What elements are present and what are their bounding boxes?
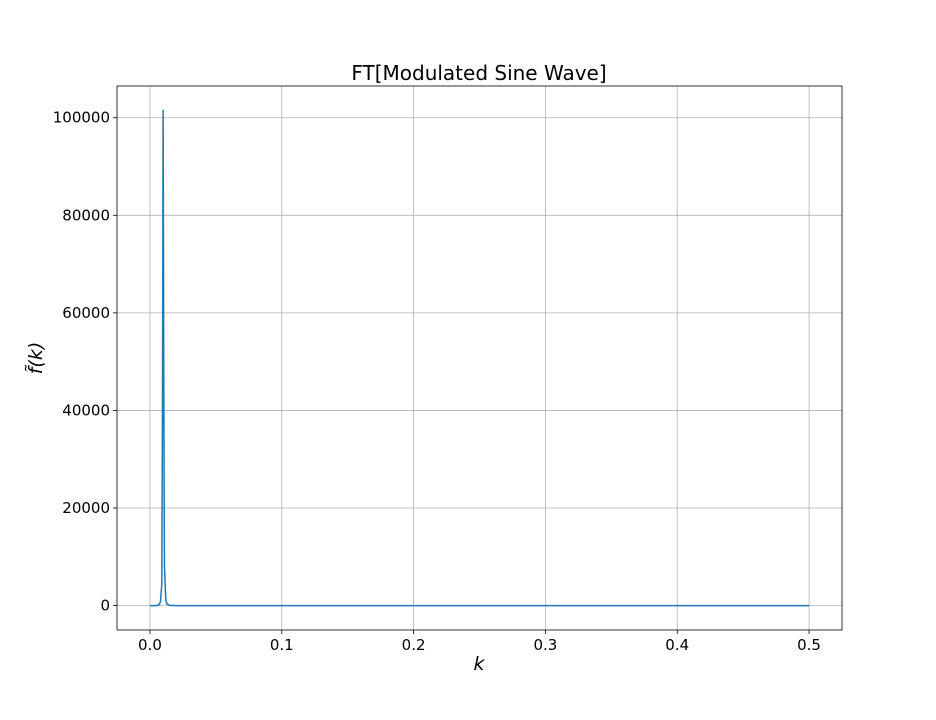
chart-title: FT[Modulated Sine Wave] xyxy=(351,61,606,85)
x-axis-label: k xyxy=(473,653,485,675)
x-tick-label: 0.0 xyxy=(138,636,162,654)
series-line xyxy=(149,109,810,607)
y-axis-label: f̃(k) xyxy=(25,342,47,375)
x-tick-label: 0.4 xyxy=(665,636,689,654)
x-tick-label: 0.3 xyxy=(533,636,557,654)
x-tick-label: 0.2 xyxy=(402,636,426,654)
x-tick-label: 0.5 xyxy=(797,636,821,654)
x-axis: 0.0 0.1 0.2 0.3 0.4 0.5 xyxy=(138,630,821,654)
plot-frame xyxy=(116,85,843,631)
x-tick-label: 0.1 xyxy=(270,636,294,654)
y-tick-label: 40000 xyxy=(62,401,110,419)
y-tick-label: 100000 xyxy=(53,109,110,127)
y-tick-label: 80000 xyxy=(62,206,110,224)
y-axis: 0 20000 40000 60000 80000 100000 xyxy=(53,109,117,615)
series-layer xyxy=(149,109,810,607)
y-tick-label: 0 xyxy=(100,597,110,615)
y-tick-label: 20000 xyxy=(62,499,110,517)
y-tick-label: 60000 xyxy=(62,304,110,322)
grid xyxy=(117,86,842,630)
